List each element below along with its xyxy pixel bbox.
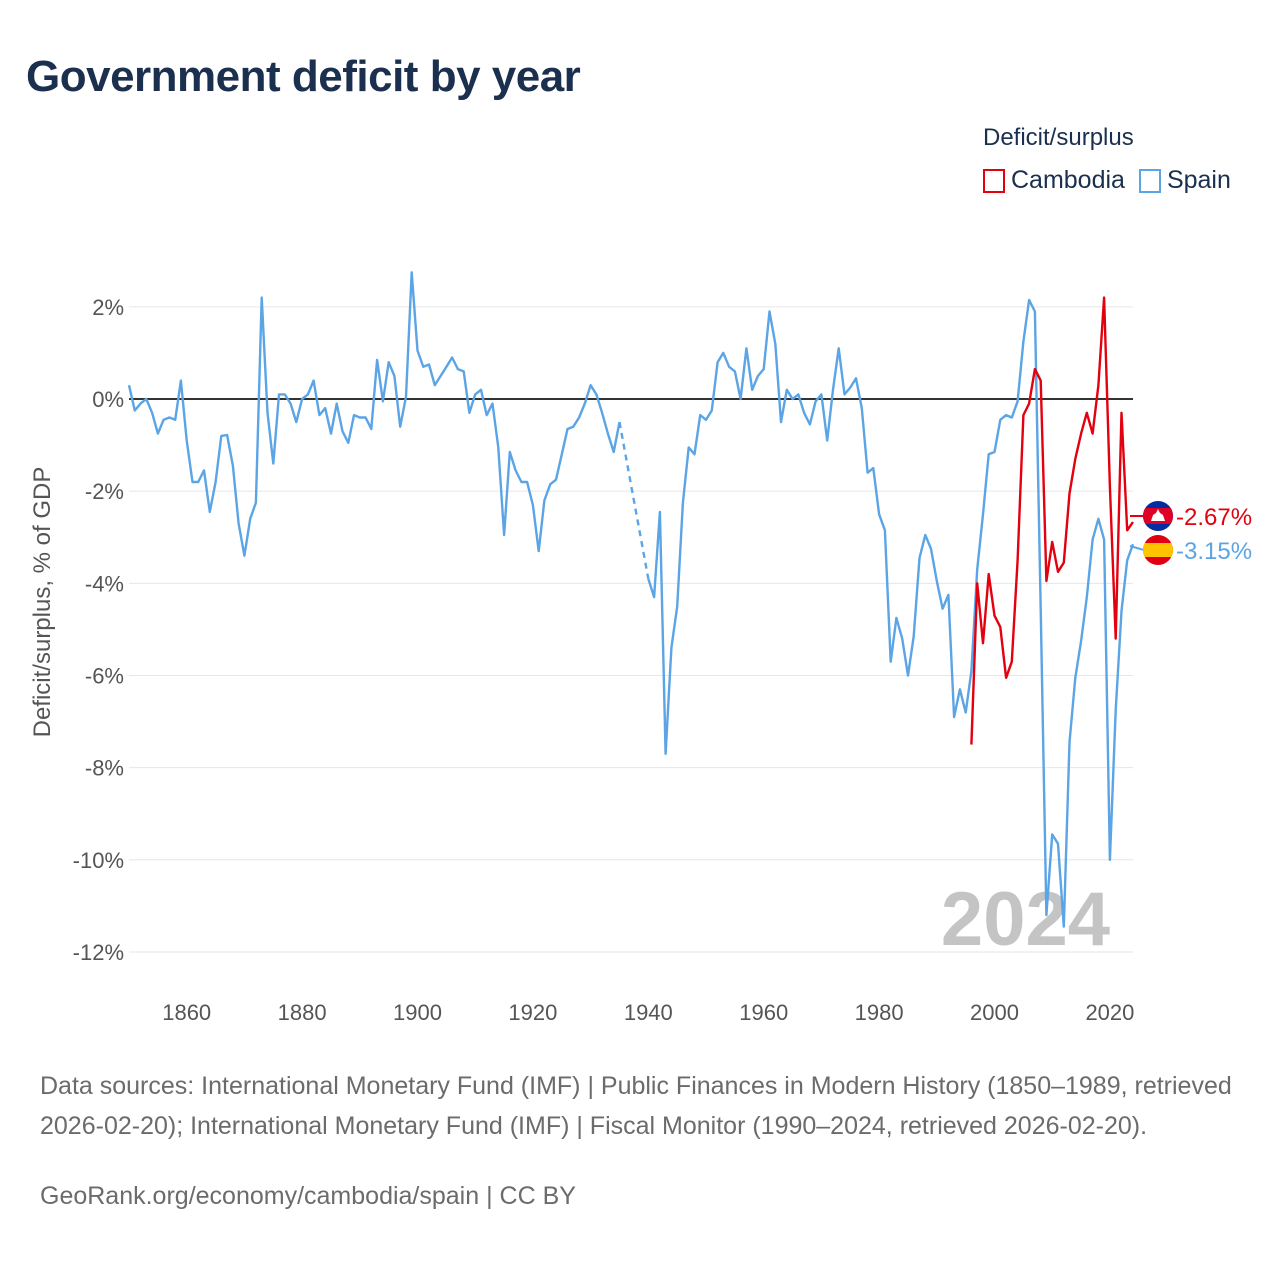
x-tick-label: 1980 [855, 1000, 904, 1025]
legend-label-spain: Spain [1166, 166, 1231, 194]
y-tick-label: -10% [73, 848, 124, 873]
legend-label-cambodia: Cambodia [1011, 166, 1125, 194]
y-tick-label: -6% [85, 663, 124, 688]
chart: 2% 0% -2% -4% -6% -8% -10% -12% 1860 1880 1900 1920… [29, 271, 1252, 1025]
legend-title: Deficit/surplus [983, 124, 1134, 151]
spain-series-line [647, 298, 1135, 928]
y-tick-label: 0% [92, 387, 124, 412]
legend-swatch-cambodia [983, 168, 1005, 193]
y-axis-title: Deficit/surplus, % of GDP [29, 467, 56, 738]
y-tick-label: -12% [73, 940, 124, 965]
x-tick-label: 2020 [1085, 1000, 1134, 1025]
data-sources: Data sources: International Monetary Fun… [40, 1072, 1232, 1140]
legend-swatch-spain [1138, 168, 1161, 193]
x-tick-label: 1860 [162, 1000, 211, 1025]
spain-series-gap-line [618, 421, 650, 579]
x-tick-label: 1920 [508, 1000, 557, 1025]
x-tick-label: 1880 [278, 1000, 327, 1025]
cambodia-flag-icon [1143, 501, 1173, 531]
credit-link[interactable]: GeoRank.org/economy/cambodia/spain | CC … [40, 1182, 576, 1210]
spain-end-connector [1129, 545, 1145, 551]
y-tick-label: -4% [85, 571, 124, 596]
y-tick-label: 2% [92, 295, 124, 320]
watermark-year: 2024 [941, 877, 1110, 962]
x-tick-label: 2000 [970, 1000, 1019, 1025]
legend-item-spain[interactable]: Spain [1138, 166, 1231, 195]
y-tick-label: -2% [85, 479, 124, 504]
page-title: Government deficit by year [26, 52, 581, 101]
legend: Deficit/surplus Cambodia Spain [983, 124, 1231, 195]
spain-end-label: -3.15% [1176, 538, 1252, 565]
x-tick-label: 1960 [739, 1000, 788, 1025]
spain-flag-icon [1143, 535, 1173, 565]
legend-item-cambodia[interactable]: Cambodia [983, 166, 1125, 195]
y-tick-label: -8% [85, 756, 124, 781]
x-tick-label: 1940 [624, 1000, 673, 1025]
x-tick-label: 1900 [393, 1000, 442, 1025]
cambodia-series-line [970, 296, 1134, 745]
spain-series-line [127, 271, 621, 557]
cambodia-end-label: -2.67% [1176, 504, 1252, 531]
